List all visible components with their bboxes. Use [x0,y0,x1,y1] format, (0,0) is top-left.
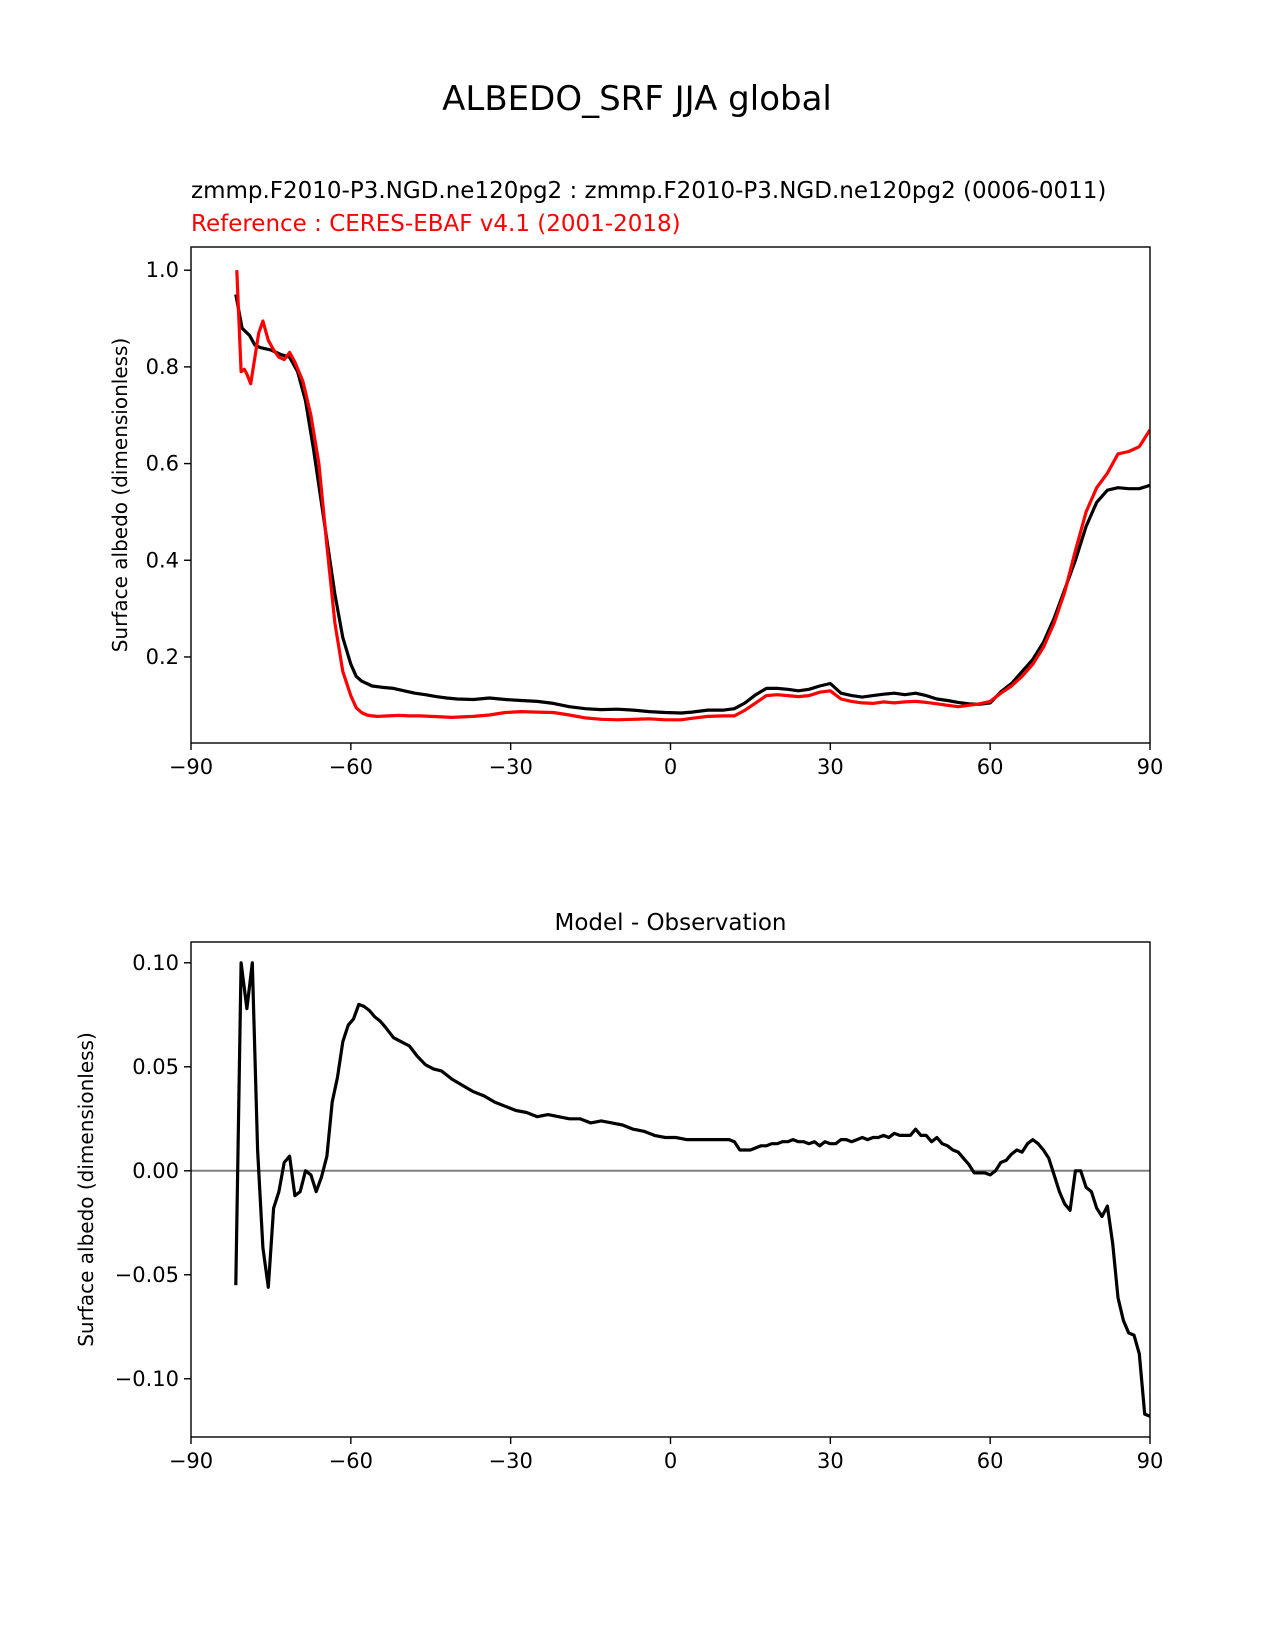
figure-suptitle: ALBEDO_SRF JJA global [442,79,832,119]
x-tick-label: 90 [1137,1449,1164,1473]
x-tick-label: −90 [169,755,213,779]
y-tick-label: 0.4 [146,548,179,572]
chart-title: Model - Observation [554,910,786,936]
x-tick-label: 0 [664,1449,677,1473]
y-axis-label: Surface albedo (dimensionless) [74,1032,98,1347]
albedo-zonal-mean-panel: zmmp.F2010-P3.NGD.ne120pg2 : zmmp.F2010-… [108,178,1163,779]
y-tick-label: 0.05 [132,1055,179,1079]
x-tick-label: −30 [489,1449,533,1473]
y-tick-label: 0.2 [146,645,179,669]
plot-frame [190,941,1151,1438]
y-tick-label: 0.10 [132,951,179,975]
y-tick-label: 0.6 [146,452,179,476]
y-tick-label: −0.05 [115,1263,179,1287]
y-tick-label: −0.10 [115,1367,179,1391]
y-tick-label: 0.8 [146,355,179,379]
x-tick-label: −90 [169,1449,213,1473]
model-minus-observation-panel: Model - Observation Surface albedo (dimen… [74,910,1163,1473]
series-line-1 [235,270,1150,722]
series-line-0 [234,961,1150,1418]
plot-frame [190,246,1151,744]
x-tick-label: −60 [329,755,373,779]
x-tick-label: 60 [977,1449,1004,1473]
x-tick-label: 90 [1137,755,1164,779]
series-line-0 [234,294,1150,715]
x-tick-label: −30 [489,755,533,779]
x-tick-label: 60 [977,755,1004,779]
x-tick-label: 30 [817,1449,844,1473]
x-tick-label: −60 [329,1449,373,1473]
y-axis-label: Surface albedo (dimensionless) [108,338,132,653]
x-tick-label: 0 [664,755,677,779]
x-tick-label: 30 [817,755,844,779]
chart-title: zmmp.F2010-P3.NGD.ne120pg2 : zmmp.F2010-… [191,178,1106,204]
reference-subtitle: Reference : CERES-EBAF v4.1 (2001-2018) [191,211,681,237]
y-tick-label: 1.0 [146,258,179,282]
y-tick-label: 0.00 [132,1159,179,1183]
